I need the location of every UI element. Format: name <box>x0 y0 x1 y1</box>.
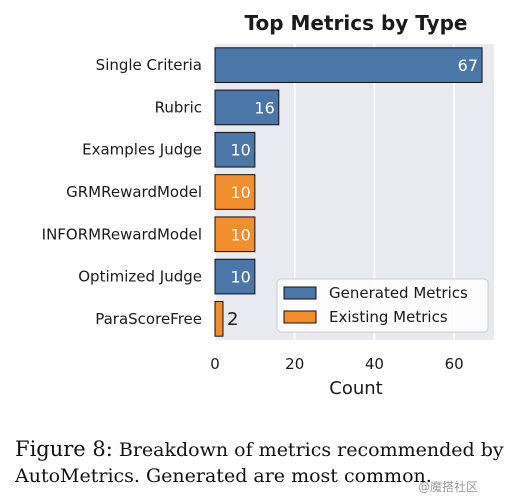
legend-box <box>276 278 489 333</box>
bar <box>214 301 224 337</box>
data-label: 10 <box>230 141 250 160</box>
x-tick-label: 40 <box>365 355 384 373</box>
bar <box>214 174 256 210</box>
caption-label: Figure 8: <box>15 437 113 461</box>
data-label: 10 <box>230 268 250 287</box>
data-label: 67 <box>458 56 478 75</box>
category-label: Optimized Judge <box>78 268 202 286</box>
category-label: GRMRewardModel <box>66 183 202 201</box>
chart-title: Top Metrics by Type <box>245 11 468 35</box>
watermark: @魔搭社区 <box>418 480 479 494</box>
category-label: INFORMRewardModel <box>42 225 202 243</box>
bar <box>214 47 483 83</box>
bar <box>214 89 280 126</box>
x-tick-label: 20 <box>285 355 304 373</box>
category-labels: Single Criteria Rubric Examples Judge GRMRe… <box>42 56 202 328</box>
bar <box>214 258 256 295</box>
category-label: Rubric <box>155 98 202 116</box>
data-label: 16 <box>254 98 274 117</box>
category-label: Examples Judge <box>82 141 202 159</box>
bar-chart: Top Metrics by Type 67 16 10 10 10 10 2 Single… <box>42 11 494 399</box>
x-tick-label: 60 <box>445 355 464 373</box>
category-label: ParaScoreFree <box>95 310 202 328</box>
legend: Generated Metrics Existing Metrics <box>276 278 489 333</box>
legend-label: Existing Metrics <box>329 308 448 326</box>
caption-text: Breakdown of metrics recommended by Auto… <box>15 439 504 487</box>
figure-caption: Figure 8: Breakdown of metrics recommend… <box>15 436 515 489</box>
legend-label: Generated Metrics <box>329 284 468 302</box>
legend-swatch <box>283 286 317 300</box>
category-label: Single Criteria <box>96 56 202 74</box>
bar <box>214 131 256 168</box>
data-label: 2 <box>227 309 238 330</box>
data-label: 10 <box>230 183 250 202</box>
bars: 67 16 10 10 10 10 2 <box>214 47 483 337</box>
legend-swatch <box>283 310 317 324</box>
x-axis-ticks: 0 20 40 60 <box>210 355 463 373</box>
x-axis-label: Count <box>329 378 382 399</box>
data-label: 10 <box>230 225 250 244</box>
bar <box>214 216 256 253</box>
x-tick-label: 0 <box>210 355 220 373</box>
